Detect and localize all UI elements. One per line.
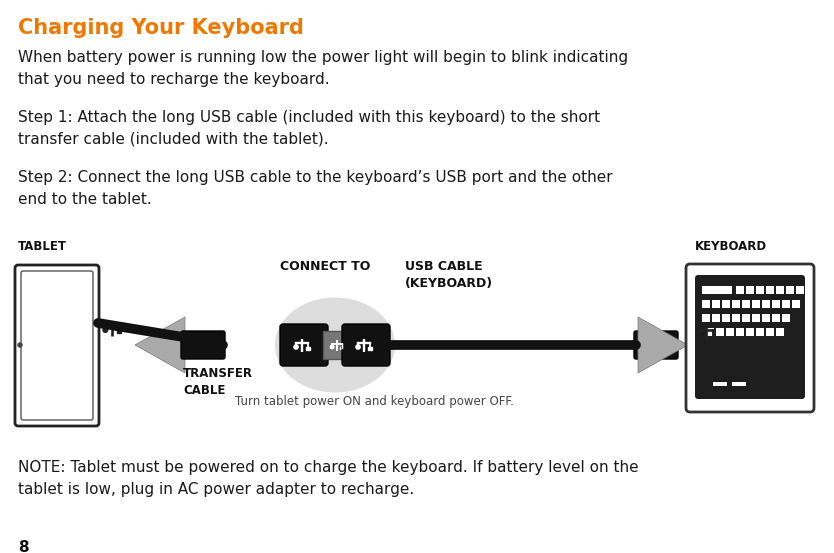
Bar [786,286,794,294]
Bar [772,300,780,308]
Bar [732,314,740,322]
Bar [796,286,804,294]
Bar [702,286,732,294]
Bar [736,286,744,294]
Bar [746,286,754,294]
Bar [776,286,784,294]
Bar [711,335,715,338]
Bar [742,300,750,308]
Bar [713,382,727,386]
Bar [117,330,121,333]
Bar [712,300,720,308]
FancyBboxPatch shape [280,324,328,366]
Polygon shape [135,317,185,373]
FancyBboxPatch shape [695,275,805,399]
Bar [736,328,744,336]
Bar [716,328,724,336]
Circle shape [294,345,299,349]
Text: Turn tablet power ON and keyboard power OFF.: Turn tablet power ON and keyboard power … [235,395,514,408]
FancyBboxPatch shape [342,324,390,366]
Bar [732,382,746,386]
Ellipse shape [275,298,395,393]
Bar [369,347,372,349]
Bar [732,300,740,308]
Bar [742,314,750,322]
Circle shape [356,345,360,349]
Circle shape [18,343,22,347]
Text: 8: 8 [18,540,28,553]
Bar [762,300,770,308]
Bar [752,314,760,322]
FancyBboxPatch shape [686,264,814,412]
Circle shape [697,332,701,337]
Bar [323,331,349,359]
Text: NOTE: Tablet must be powered on to charge the keyboard. If battery level on the
: NOTE: Tablet must be powered on to charg… [18,460,639,497]
Bar [712,314,720,322]
Bar [782,314,790,322]
FancyBboxPatch shape [181,331,225,359]
Text: Charging Your Keyboard: Charging Your Keyboard [18,18,304,38]
Bar [722,300,730,308]
Bar [756,286,764,294]
Bar [752,300,760,308]
Text: Step 2: Connect the long USB cable to the keyboard’s USB port and the other
end : Step 2: Connect the long USB cable to th… [18,170,613,207]
Bar [792,300,800,308]
FancyBboxPatch shape [634,331,678,359]
Bar [340,347,344,349]
Text: Step 1: Attach the long USB cable (included with this keyboard) to the short
tra: Step 1: Attach the long USB cable (inclu… [18,110,600,147]
Bar [762,314,770,322]
Bar [766,286,774,294]
Bar [766,328,774,336]
Text: TABLET: TABLET [18,240,67,253]
Bar [772,314,780,322]
Circle shape [103,327,108,332]
Polygon shape [638,317,688,373]
Bar [706,328,714,336]
Text: When battery power is running low the power light will begin to blink indicating: When battery power is running low the po… [18,50,628,87]
Bar [726,328,734,336]
Text: TRANSFER
CABLE: TRANSFER CABLE [183,367,253,397]
Text: CONNECT TO: CONNECT TO [280,260,370,273]
Circle shape [330,345,334,349]
Bar [702,300,710,308]
FancyBboxPatch shape [21,271,93,420]
Bar [306,347,309,349]
Bar [722,314,730,322]
Text: KEYBOARD: KEYBOARD [695,240,767,253]
FancyBboxPatch shape [15,265,99,426]
Bar [702,314,710,322]
Bar [756,328,764,336]
Bar [746,328,754,336]
Bar [782,300,790,308]
Bar [776,328,784,336]
Text: USB CABLE
(KEYBOARD): USB CABLE (KEYBOARD) [405,260,493,290]
